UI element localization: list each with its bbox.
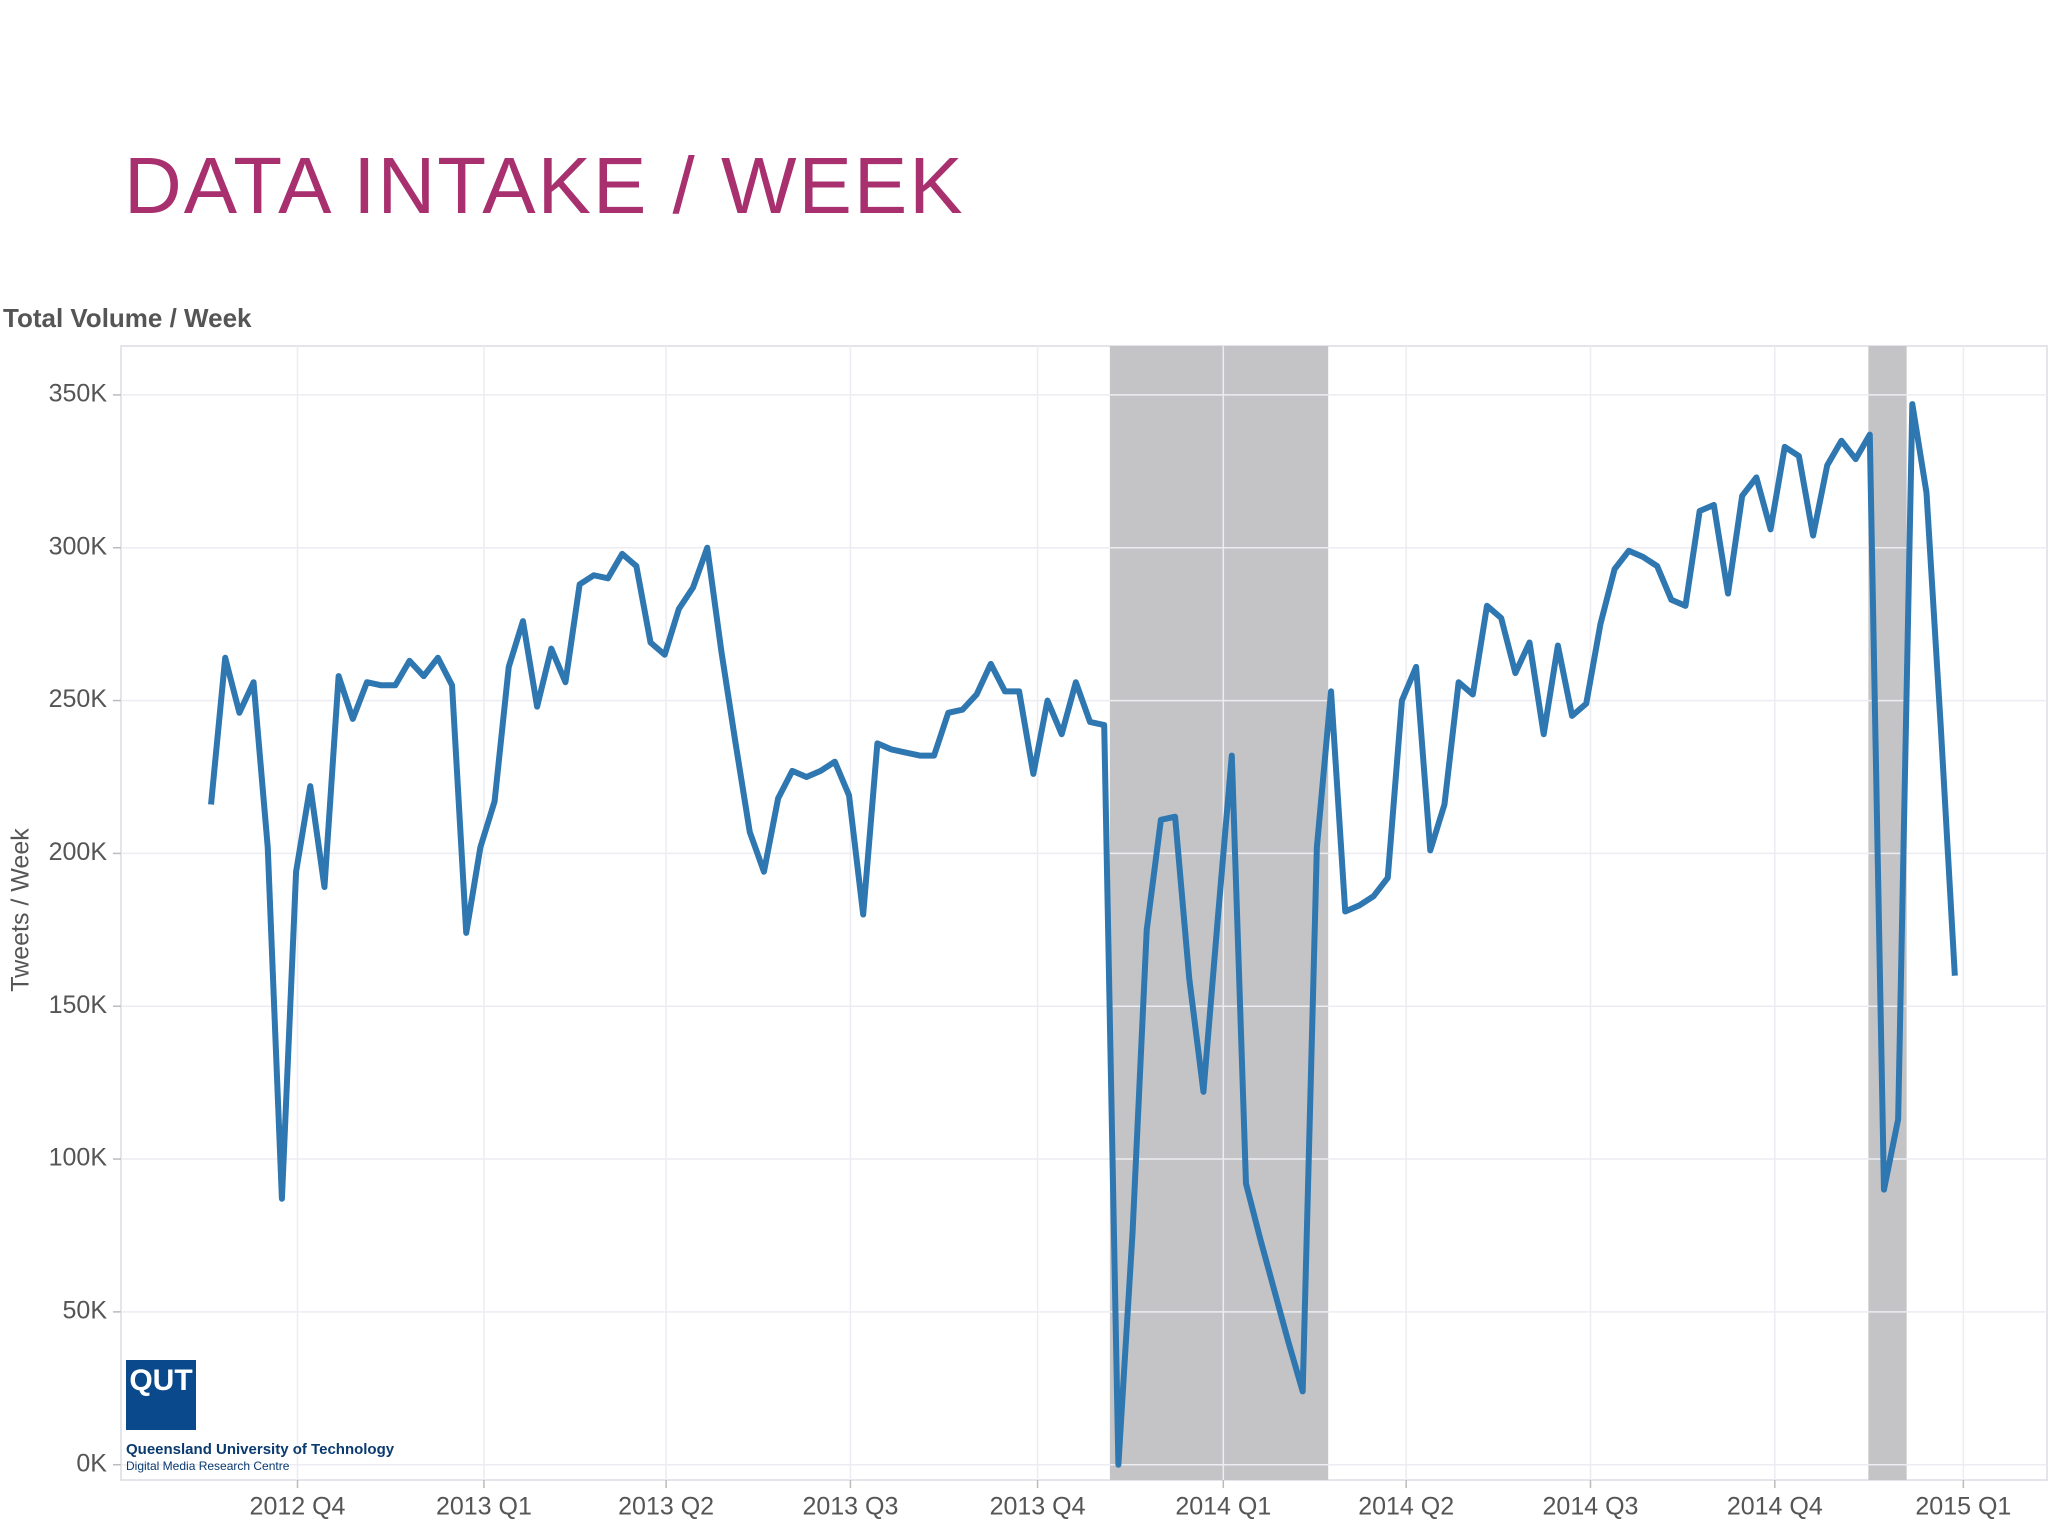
x-tick-label: 2014 Q2 xyxy=(1358,1493,1454,1521)
data-line xyxy=(208,401,1958,1468)
x-tick-label: 2014 Q3 xyxy=(1543,1493,1639,1521)
x-tick-label: 2013 Q1 xyxy=(436,1493,532,1521)
y-tick-label: 250K xyxy=(49,685,108,713)
y-tick-label: 100K xyxy=(49,1144,108,1172)
y-axis-label: Tweets / Week xyxy=(7,828,35,992)
y-tick-label: 150K xyxy=(49,991,108,1019)
y-tick-label: 200K xyxy=(49,838,108,866)
x-tick-label: 2013 Q4 xyxy=(990,1493,1086,1521)
logo-mark: QUT xyxy=(129,1364,192,1397)
x-tick-label: 2013 Q2 xyxy=(618,1493,714,1521)
logo: QUT Queensland University of Technology … xyxy=(126,1360,395,1473)
logo-name: Queensland University of Technology xyxy=(126,1441,395,1458)
x-tick-label: 2014 Q1 xyxy=(1175,1493,1271,1521)
x-tick-label: 2015 Q1 xyxy=(1915,1493,2011,1521)
x-tick-label: 2013 Q3 xyxy=(802,1493,898,1521)
y-tick-label: 0K xyxy=(76,1449,107,1477)
y-tick-label: 300K xyxy=(49,532,108,560)
logo-unit: Digital Media Research Centre xyxy=(126,1459,290,1473)
y-tick-label: 50K xyxy=(63,1296,108,1324)
x-tick-label: 2012 Q4 xyxy=(250,1493,346,1521)
x-tick-label: 2014 Q4 xyxy=(1727,1493,1823,1521)
y-tick-label: 350K xyxy=(49,380,108,408)
logo-box xyxy=(126,1360,196,1430)
plot-background xyxy=(120,345,2048,1481)
slide-title: DATA INTAKE / WEEK xyxy=(124,141,965,230)
chart-title: Total Volume / Week xyxy=(3,303,252,333)
plot-area: 0K 50K 100K 150K 200K 250K 300K 350K 2012 Q4 2013… xyxy=(49,345,2048,1521)
